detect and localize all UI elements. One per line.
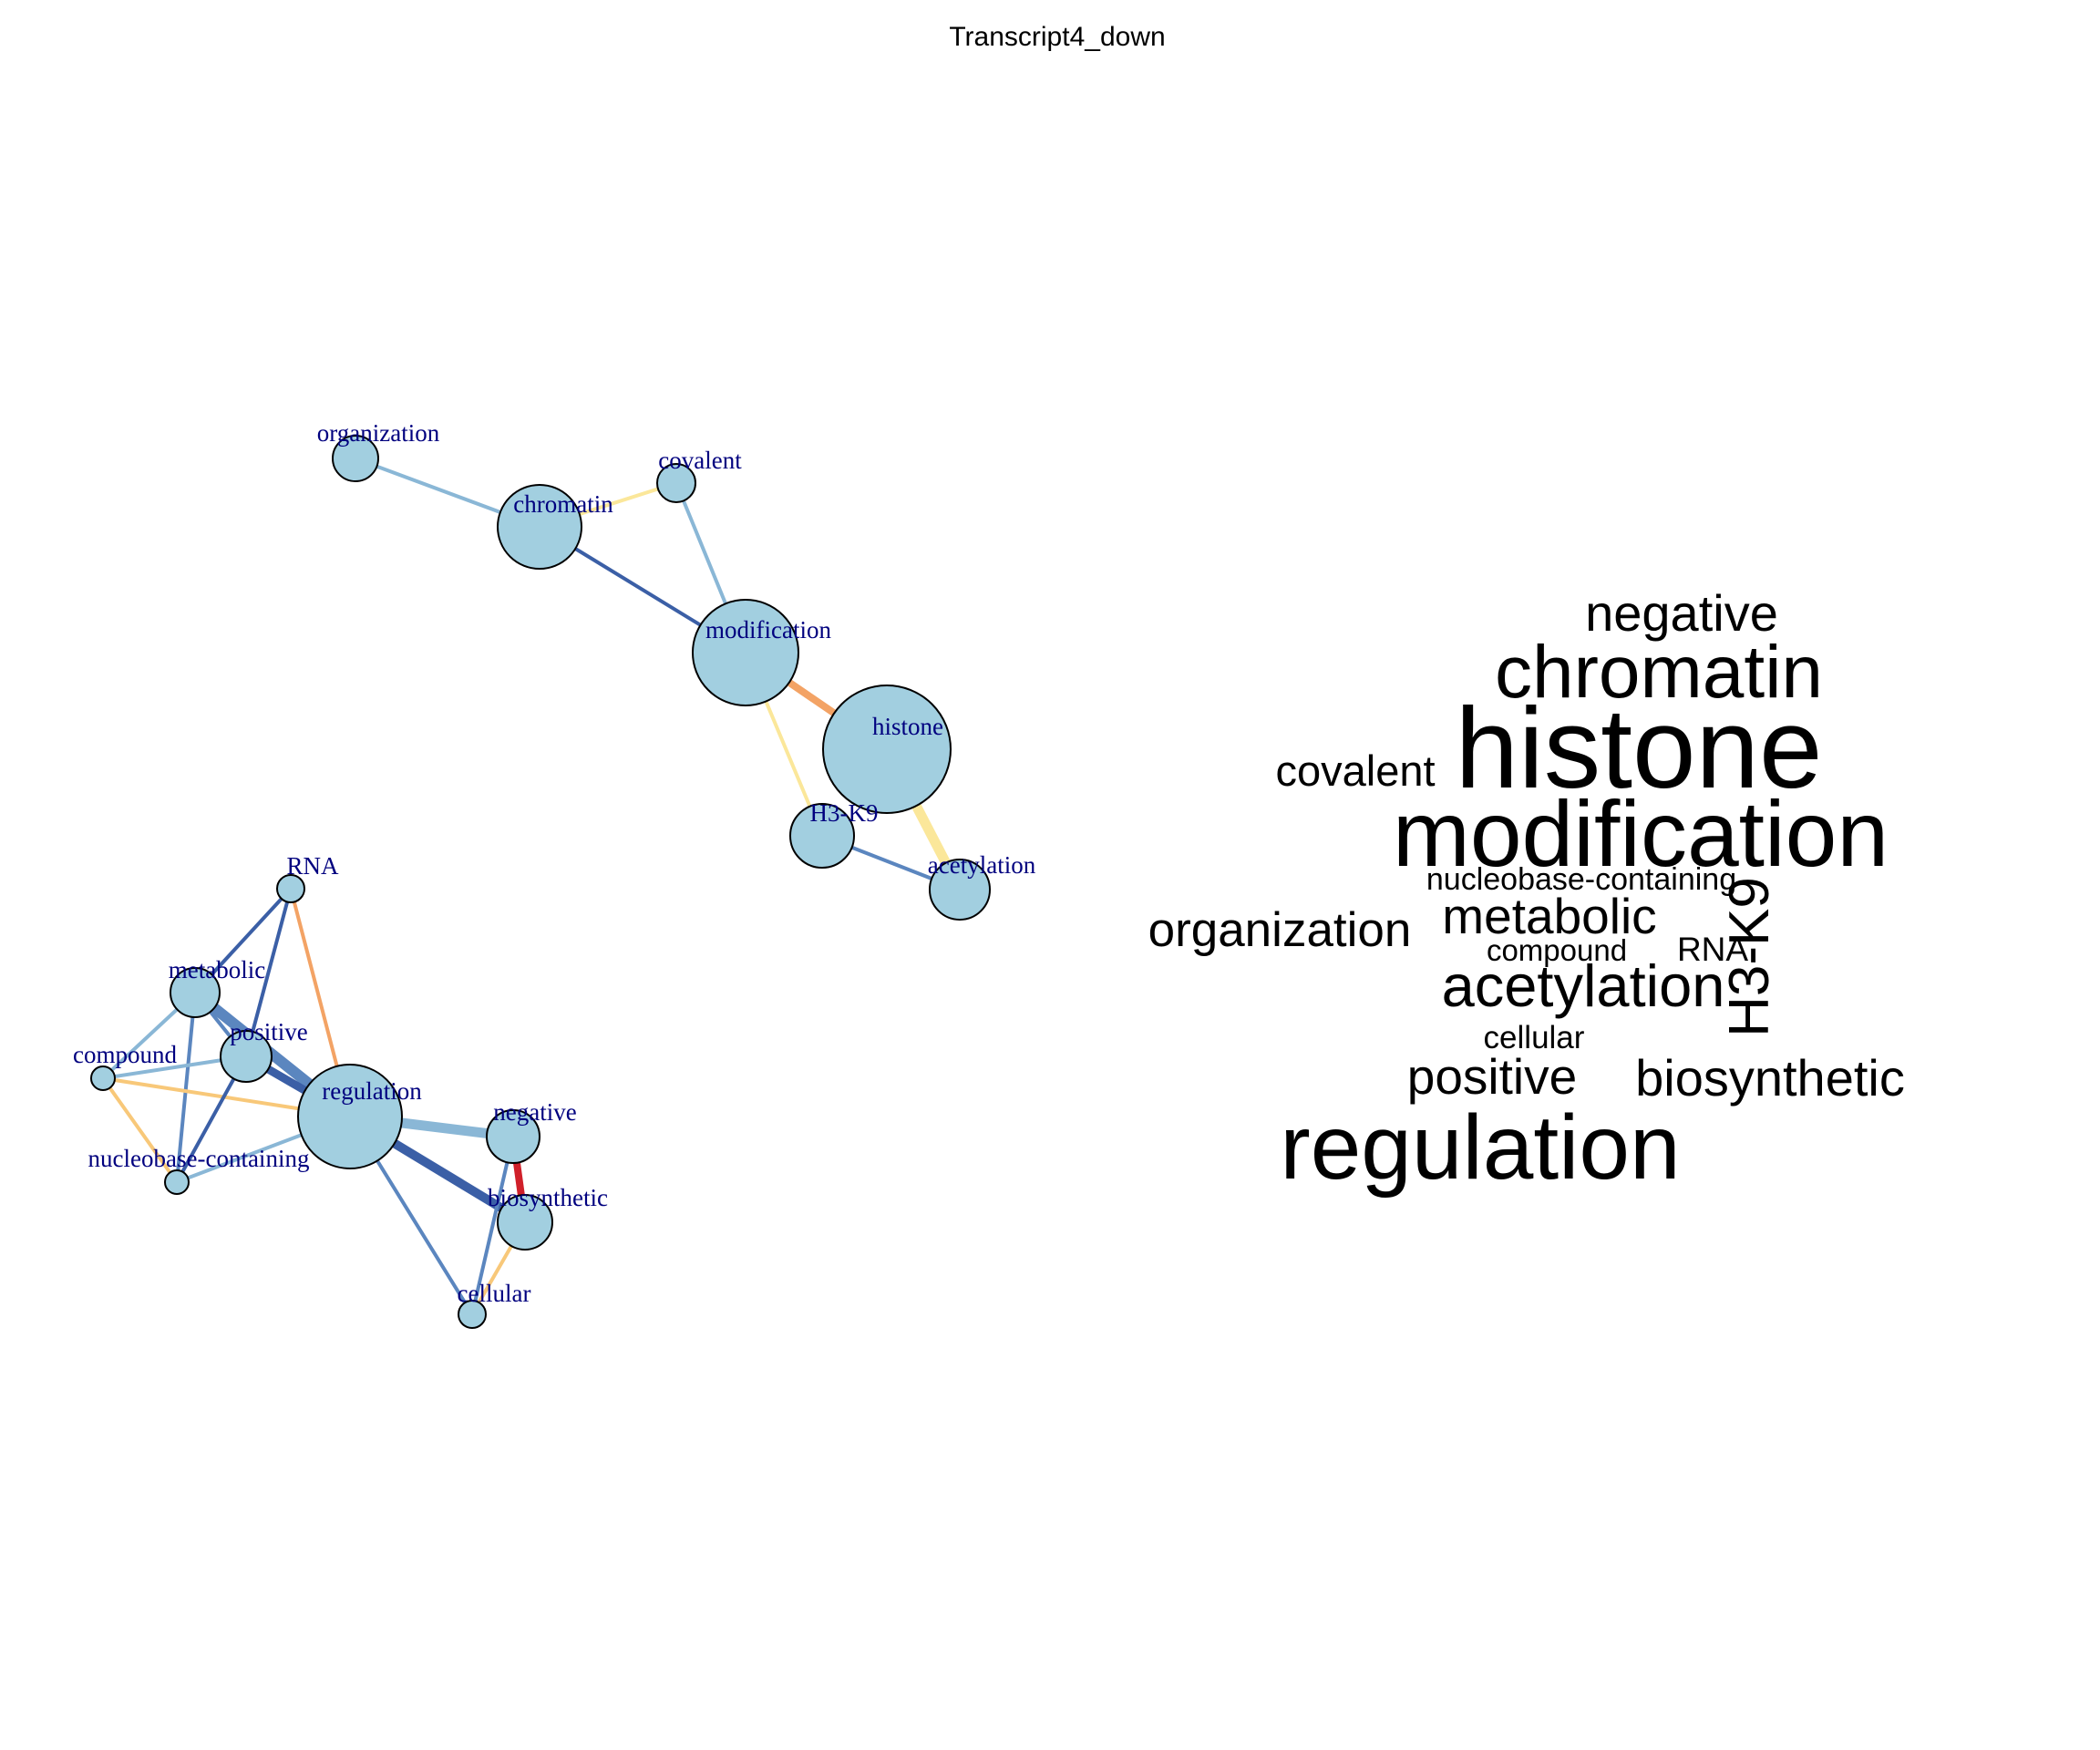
cloud-word-compound: compound [1487, 933, 1627, 967]
cloud-word-negative: negative [1585, 584, 1778, 642]
cloud-word-biosynthetic: biosynthetic [1635, 1049, 1905, 1107]
node-regulation [297, 1064, 403, 1169]
network-labels: organization covalent chromatin modificatio… [73, 419, 1036, 1307]
node-label-chromatin: chromatin [513, 490, 613, 518]
node-label-organization: organization [317, 419, 440, 447]
node-compound [90, 1065, 116, 1091]
node-label-h3k9: H3-K9 [810, 799, 879, 827]
node-label-cellular: cellular [458, 1280, 531, 1307]
cloud-word-cellular: cellular [1484, 1020, 1585, 1055]
cloud-word-chromatin: chromatin [1495, 631, 1823, 714]
figure-title: Transcript4_down [949, 22, 1165, 52]
node-histone [822, 685, 952, 814]
node-modification [692, 599, 799, 706]
node-label-covalent: covalent [658, 447, 742, 474]
node-acetylation [929, 859, 991, 921]
node-label-metabolic: metabolic [169, 956, 265, 983]
edge-compound-nucleobase [101, 1076, 179, 1184]
node-label-positive: positive [230, 1018, 308, 1045]
node-metabolic [170, 967, 221, 1018]
node-label-rna: RNA [286, 852, 339, 880]
node-label-histone: histone [872, 713, 943, 740]
cloud-word-organization: organization [1148, 903, 1412, 957]
cloud-word-histone: histone [1455, 685, 1822, 812]
cloud-word-nucleobase: nucleobase-containing [1426, 862, 1736, 897]
node-negative [486, 1109, 540, 1164]
node-biosynthetic [497, 1194, 553, 1251]
node-positive [220, 1030, 273, 1083]
edge-negative-cellular [470, 1135, 515, 1316]
network-nodes [90, 435, 991, 1329]
node-covalent [656, 463, 696, 503]
cloud-word-metabolic: metabolic [1442, 888, 1656, 944]
cloud-word-acetylation: acetylation [1442, 952, 1725, 1019]
edge-metabolic-nucleobase [175, 991, 197, 1184]
edge-rna-positive [244, 887, 293, 1058]
cloud-word-positive: positive [1407, 1048, 1577, 1105]
node-label-nucleobase: nucleobase-containing [88, 1145, 310, 1172]
node-cellular [458, 1300, 487, 1329]
cloud-word-covalent: covalent [1275, 746, 1435, 795]
cloud-word-h3k9: H3-K9 [1718, 877, 1781, 1037]
node-h3k9 [789, 803, 855, 869]
node-label-compound: compound [73, 1041, 177, 1068]
node-label-negative: negative [493, 1098, 576, 1126]
node-label-acetylation: acetylation [928, 851, 1036, 879]
node-chromatin [497, 484, 582, 570]
cloud-word-modification: modification [1393, 782, 1889, 886]
cloud-word-rna: RNA [1677, 931, 1748, 968]
cloud-word-regulation: regulation [1280, 1096, 1680, 1199]
node-organization [332, 435, 379, 482]
node-label-biosynthetic: biosynthetic [488, 1184, 608, 1211]
node-label-regulation: regulation [322, 1077, 422, 1105]
node-nucleobase [164, 1169, 190, 1195]
node-rna [276, 874, 305, 903]
node-label-modification: modification [705, 616, 831, 643]
